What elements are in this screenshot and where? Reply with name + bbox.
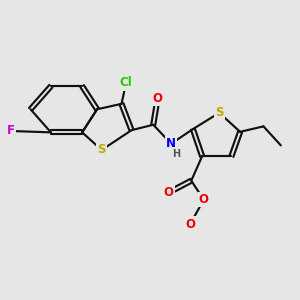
Text: H: H — [172, 149, 181, 159]
Text: S: S — [215, 106, 224, 119]
Text: O: O — [164, 186, 173, 199]
Text: O: O — [185, 218, 195, 231]
Text: F: F — [7, 124, 15, 137]
Text: O: O — [199, 193, 209, 206]
Text: N: N — [166, 137, 176, 150]
Text: O: O — [153, 92, 163, 105]
Text: Cl: Cl — [120, 76, 133, 89]
Text: S: S — [98, 143, 106, 157]
